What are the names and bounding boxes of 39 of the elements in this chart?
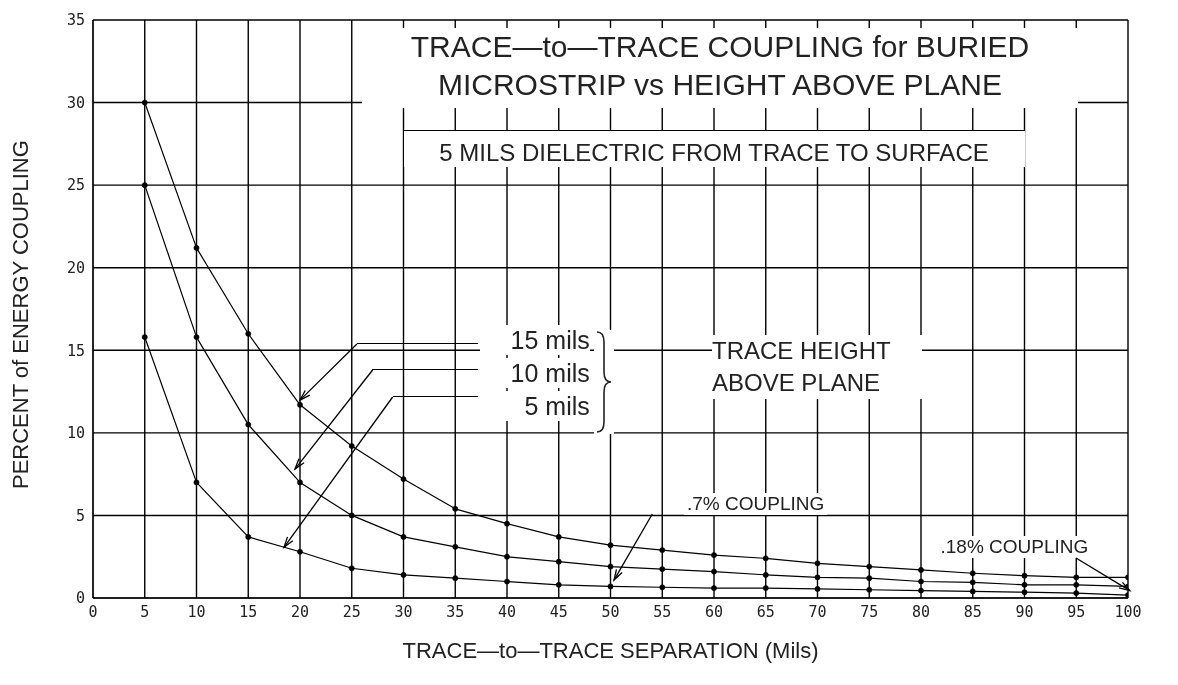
annotation: .18% COUPLING xyxy=(937,536,1092,559)
x-tick-label: 50 xyxy=(601,602,620,621)
y-tick-label: 35 xyxy=(66,11,85,30)
x-tick-label: 80 xyxy=(911,602,931,621)
x-tick-label: 40 xyxy=(497,602,517,621)
x-tick-label: 5 xyxy=(140,602,150,621)
y-tick-label: 10 xyxy=(66,424,85,443)
y-tick-label: 15 xyxy=(66,341,85,360)
legend-label: 5 mils xyxy=(479,391,590,422)
x-tick-label: 25 xyxy=(342,602,361,621)
y-tick-label: 20 xyxy=(66,259,85,278)
text: 5 MILS DIELECTRIC FROM TRACE TO SURFACE xyxy=(403,130,1025,167)
x-tick-label: 95 xyxy=(1067,602,1086,621)
x-axis-title: TRACE—to—TRACE SEPARATION (Mils) xyxy=(402,638,819,663)
legend-title: TRACE HEIGHT ABOVE PLANE xyxy=(712,335,922,400)
x-tick-label: 0 xyxy=(88,602,98,621)
x-tick-label: 20 xyxy=(290,602,310,621)
x-tick-label: 45 xyxy=(549,602,568,621)
x-tick-label: 10 xyxy=(187,602,206,621)
x-tick-label: 100 xyxy=(1114,602,1142,621)
x-tick-label: 60 xyxy=(704,602,724,621)
y-tick-label: 0 xyxy=(75,589,85,608)
text: TRACE—to—TRACE COUPLING for BURIED MICROSTRIP vs HEIGHT ABOVE PLANE xyxy=(409,29,1031,103)
legend-label: 15 mils xyxy=(479,325,590,356)
y-axis-title: PERCENT of ENERGY COUPLING xyxy=(7,140,33,489)
x-tick-label: 55 xyxy=(653,602,672,621)
x-tick-label: 70 xyxy=(808,602,827,621)
x-tick-label: 15 xyxy=(239,602,258,621)
y-tick-label: 5 xyxy=(75,506,85,525)
y-tick-label: 30 xyxy=(66,93,85,112)
x-tick-label: 85 xyxy=(963,602,982,621)
y-tick-label: 25 xyxy=(66,176,85,195)
x-tick-label: 65 xyxy=(756,602,775,621)
legend-label: 10 mils xyxy=(479,358,590,389)
x-tick-label: 35 xyxy=(446,602,465,621)
x-tick-label: 30 xyxy=(394,602,413,621)
annotation: .7% COUPLING xyxy=(684,493,828,516)
x-tick-label: 90 xyxy=(1015,602,1034,621)
x-tick-label: 75 xyxy=(860,602,879,621)
